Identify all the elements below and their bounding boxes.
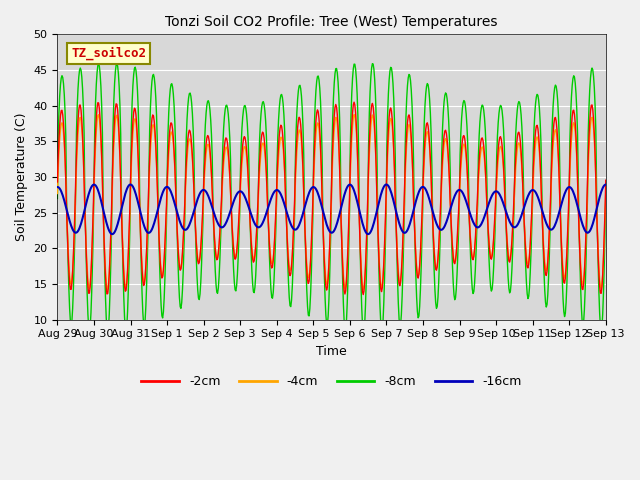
X-axis label: Time: Time xyxy=(316,345,347,358)
Title: Tonzi Soil CO2 Profile: Tree (West) Temperatures: Tonzi Soil CO2 Profile: Tree (West) Temp… xyxy=(165,15,498,29)
Y-axis label: Soil Temperature (C): Soil Temperature (C) xyxy=(15,113,28,241)
Legend: -2cm, -4cm, -8cm, -16cm: -2cm, -4cm, -8cm, -16cm xyxy=(136,371,527,394)
Text: TZ_soilco2: TZ_soilco2 xyxy=(71,47,146,60)
